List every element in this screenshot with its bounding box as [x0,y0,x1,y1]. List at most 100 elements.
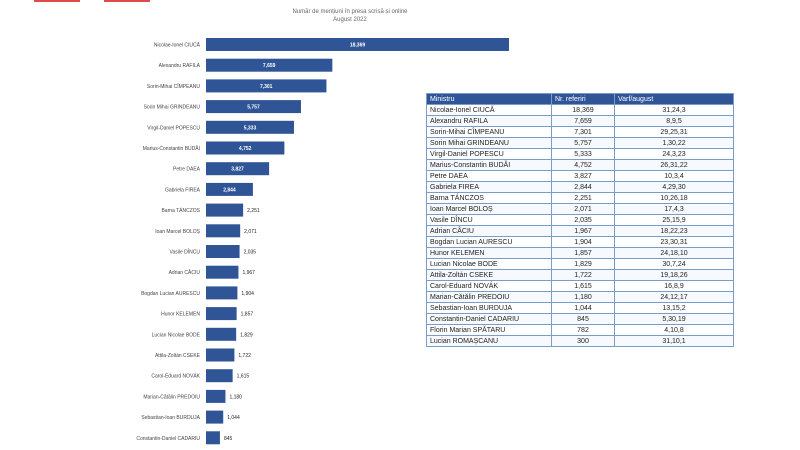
cell-name: Petre DAEA [426,170,552,182]
bar [206,203,244,217]
table-row: Constantin-Daniel CADARIU 845 5,30,19 [426,313,734,325]
data-label: 7,301 [260,84,273,90]
cell-name: Marian-Cătălin PREDOIU [426,291,552,303]
cell-peak-days: 31,24,3 [614,104,734,116]
category-label: Constantin-Daniel CADARIU [136,436,200,442]
bar [206,265,239,279]
chart-title: Număr de mențiuni în presa scrisă și onl… [292,9,408,15]
cell-mentions: 3,827 [551,170,615,182]
data-label: 2,071 [244,229,257,235]
table-row: Sebastian-Ioan BURDUJA 1,044 13,15,2 [426,302,734,314]
cell-mentions: 845 [551,313,615,325]
cell-name: Constantin-Daniel CADARIU [426,313,552,325]
category-label: Marian-Cătălin PREDOIU [143,394,200,400]
data-label: 1,615 [237,374,250,380]
table-body: Nicolae-Ionel CIUCĂ 18,369 31,24,3 Alexandr… [426,104,734,347]
cell-mentions: 2,251 [551,192,615,204]
data-label: 18,369 [350,43,366,49]
data-label: 2,844 [223,187,236,193]
table-row: Sorin Mihai GRINDEANU 5,757 1,30,22 [426,137,734,149]
category-label: Sorin-Mihai CÎMPEANU [147,83,200,90]
data-label: 1,180 [229,394,242,400]
bar [206,182,253,196]
cell-name: Alexandru RAFILA [426,115,552,127]
data-label: 5,757 [247,105,260,111]
table-row: Lucian Nicolae BODE 1,829 30,7,24 [426,258,734,270]
cell-name: Ioan Marcel BOLOȘ [426,203,552,215]
category-label: Alexandru RAFILA [159,63,201,69]
table-row: Gabriela FIREA 2,844 4,29,30 [426,181,734,193]
bar [206,286,238,300]
cell-name: Florin Marian SPĂTARU [426,324,552,336]
cell-peak-days: 31,10,1 [614,335,734,347]
table-row: Vasile DÎNCU 2,035 25,15,9 [426,214,734,226]
category-label: Lucian Nicolae BODE [152,332,201,338]
cell-name: Hunor KELEMEN [426,247,552,259]
cell-mentions: 1,615 [551,280,615,292]
cell-name: Adrian CÂCIU [426,225,552,237]
top-decoration-right [104,0,150,2]
cell-mentions: 1,967 [551,225,615,237]
cell-mentions: 1,044 [551,302,615,314]
table-row: Hunor KELEMEN 1,857 24,18,10 [426,247,734,259]
cell-peak-days: 1,30,22 [614,137,734,149]
cell-peak-days: 26,31,22 [614,159,734,171]
bar-chart: Nicolae-Ionel CIUCĂ 18,369 Alexandru RAFIL… [136,38,509,445]
table-row: Virgil-Daniel POPESCU 5,333 24,3,23 [426,148,734,160]
category-label: Hunor KELEMEN [161,312,200,318]
table-row: Lucian ROMAȘCANU 300 31,10,1 [426,335,734,347]
ministers-table: Ministru Nr. referiri Varf/august Nicola… [426,93,734,347]
cell-name: Barna TÁNCZOS [426,192,552,204]
bar [206,162,270,176]
cell-peak-days: 13,15,2 [614,302,734,314]
category-label: Nicolae-Ionel CIUCĂ [154,42,201,49]
chart-title-block: Număr de mențiuni în presa scrisă și onl… [240,8,460,24]
table-row: Marius-Constantin BUDĂI 4,752 26,31,22 [426,159,734,171]
cell-name: Sorin-Mihai CÎMPEANU [426,126,552,138]
cell-name: Virgil-Daniel POPESCU [426,148,552,160]
cell-name: Bogdan Lucian AURESCU [426,236,552,248]
data-label: 1,044 [227,415,240,421]
category-label: Vasile DÎNCU [170,249,201,256]
bar [206,245,240,258]
category-label: Petre DAEA [173,167,201,173]
cell-mentions: 7,659 [551,115,615,127]
category-label: Barna TÁNCZOS [161,207,200,214]
table-row: Petre DAEA 3,827 10,3,4 [426,170,734,182]
data-label: 4,752 [239,146,252,152]
cell-name: Gabriela FIREA [426,181,552,193]
category-label: Marius-Constantin BUDĂI [143,145,200,152]
data-label: 1,829 [240,332,253,338]
table-row: Bogdan Lucian AURESCU 1,904 23,30,31 [426,236,734,248]
bar [206,307,237,321]
cell-mentions: 7,301 [551,126,615,138]
data-label: 2,251 [247,208,260,214]
cell-name: Lucian ROMAȘCANU [426,335,552,347]
data-label: 5,333 [244,125,257,131]
category-label: Sorin Mihai GRINDEANU [144,105,201,111]
bar [206,369,233,383]
table-row: Adrian CÂCIU 1,967 18,22,23 [426,225,734,237]
bar [206,327,237,341]
cell-mentions: 2,844 [551,181,615,193]
cell-name: Lucian Nicolae BODE [426,258,552,270]
table-row: Sorin-Mihai CÎMPEANU 7,301 29,25,31 [426,126,734,138]
bar [206,348,235,362]
cell-peak-days: 17,4,3 [614,203,734,215]
cell-name: Nicolae-Ionel CIUCĂ [426,104,552,116]
cell-peak-days: 4,29,30 [614,181,734,193]
data-label: 845 [224,436,233,442]
chart-subtitle: August 2022 [333,17,367,23]
cell-mentions: 5,757 [551,137,615,149]
cell-mentions: 1,904 [551,236,615,248]
table-row: Florin Marian SPĂTARU 782 4,10,8 [426,324,734,336]
cell-mentions: 5,333 [551,148,615,160]
bar [206,120,294,134]
cell-peak-days: 24,12,17 [614,291,734,303]
cell-peak-days: 23,30,31 [614,236,734,248]
cell-name: Attila-Zoltán CSEKE [426,269,552,281]
table-row: Nicolae-Ionel CIUCĂ 18,369 31,24,3 [426,104,734,116]
cell-peak-days: 16,8,9 [614,280,734,292]
category-label: Bogdan Lucian AURESCU [141,291,200,297]
cell-peak-days: 29,25,31 [614,126,734,138]
